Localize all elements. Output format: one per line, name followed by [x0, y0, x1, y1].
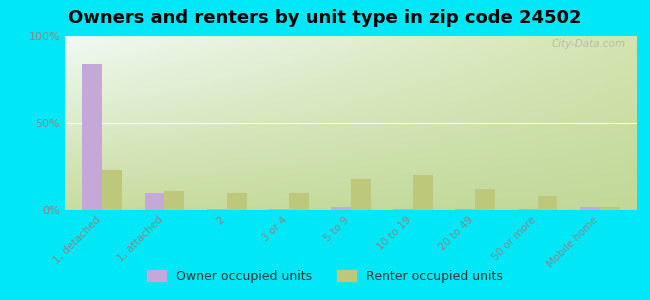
- Bar: [331, 207, 351, 210]
- Bar: [475, 189, 495, 210]
- Bar: [456, 209, 475, 210]
- Bar: [269, 209, 289, 210]
- Bar: [83, 64, 102, 210]
- Legend: Owner occupied units, Renter occupied units: Owner occupied units, Renter occupied un…: [142, 265, 508, 288]
- Bar: [538, 196, 558, 210]
- Bar: [102, 170, 122, 210]
- Bar: [227, 193, 246, 210]
- Bar: [144, 193, 164, 210]
- Bar: [207, 209, 227, 210]
- Bar: [580, 207, 600, 210]
- Bar: [600, 207, 619, 210]
- Bar: [164, 191, 185, 210]
- Bar: [289, 193, 309, 210]
- Text: Owners and renters by unit type in zip code 24502: Owners and renters by unit type in zip c…: [68, 9, 582, 27]
- Bar: [517, 209, 538, 210]
- Bar: [393, 209, 413, 210]
- Text: City-Data.com: City-Data.com: [551, 40, 625, 50]
- Bar: [413, 175, 433, 210]
- Bar: [351, 179, 371, 210]
